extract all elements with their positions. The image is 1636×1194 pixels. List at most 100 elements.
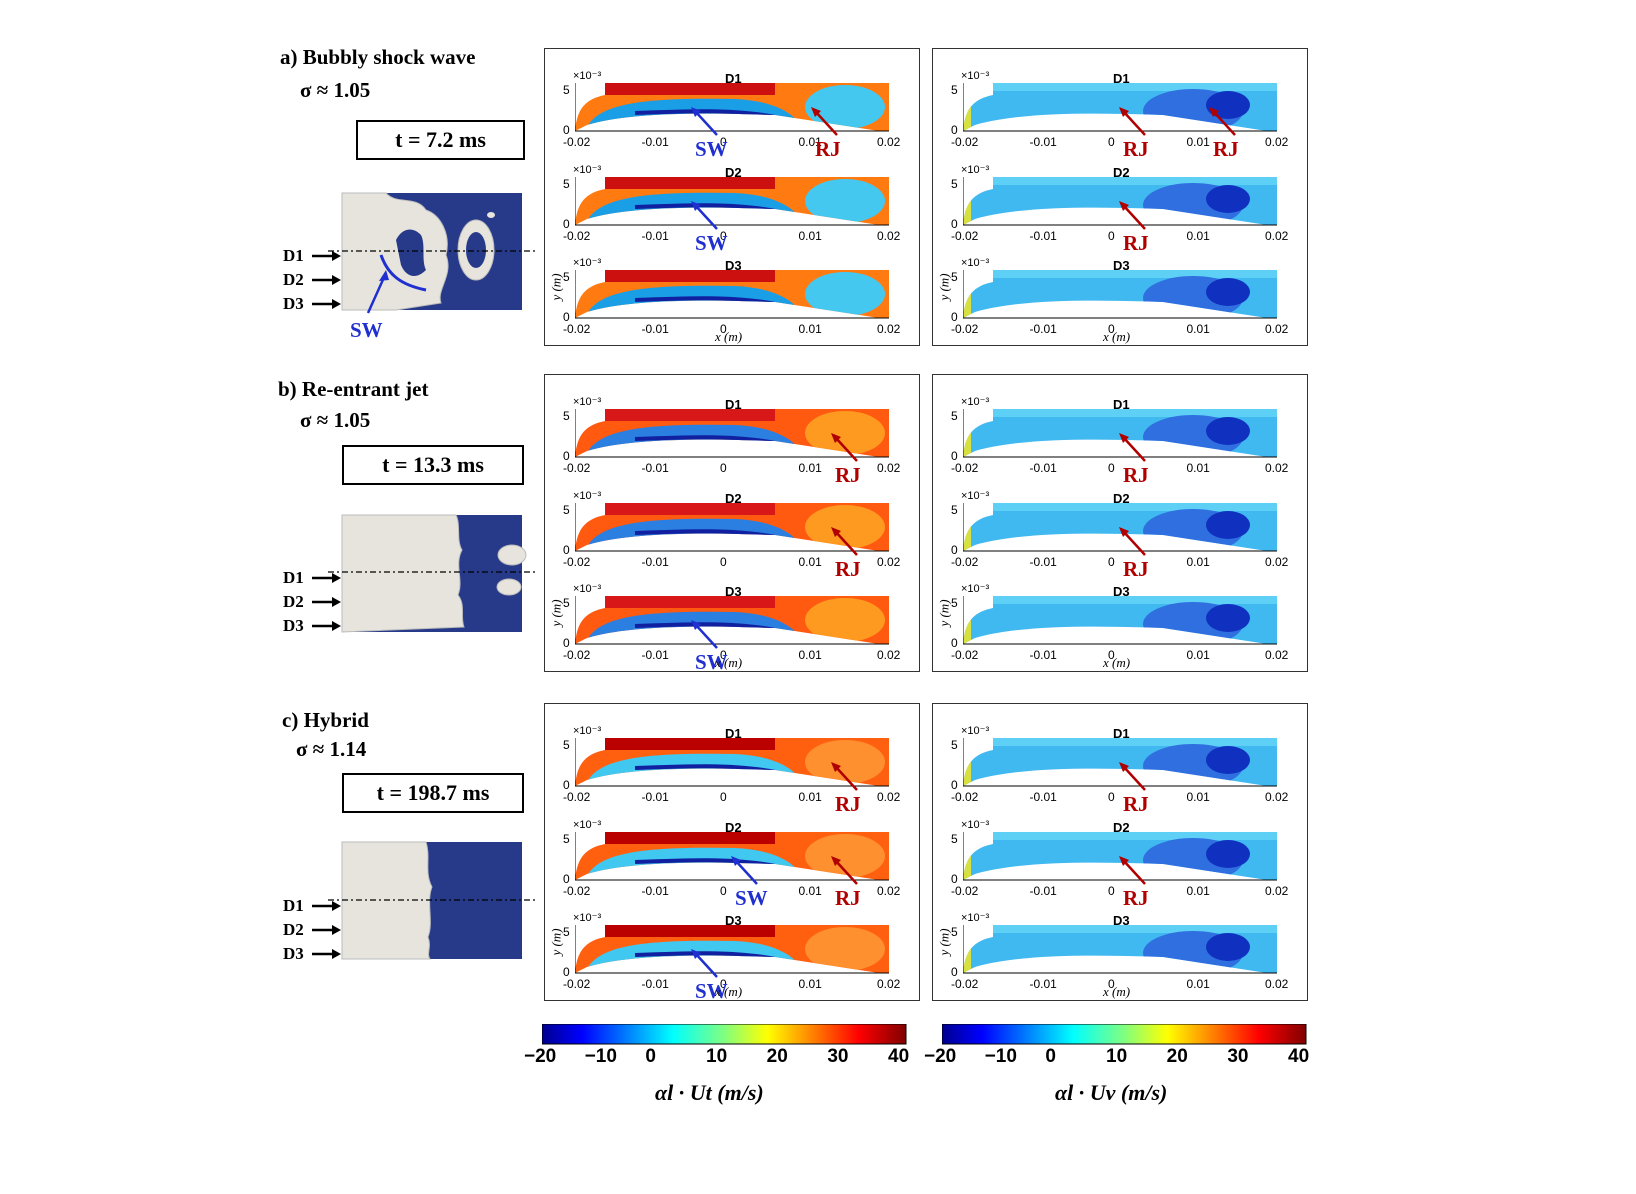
row-b-ut-d1-label: D1	[725, 397, 742, 412]
row-c-uv-d1-label: D1	[1113, 726, 1130, 741]
row-a-ut-d2-field	[575, 177, 889, 226]
x-tick: -0.01	[1029, 555, 1057, 569]
row-a-ut-d1-sw-arrow	[691, 107, 718, 136]
x-tick: -0.02	[951, 461, 979, 475]
x-tick: 0.01	[1186, 790, 1210, 804]
colorbar-uv-tick: 0	[1045, 1046, 1056, 1067]
x-tick: 0	[720, 648, 727, 662]
x-tick: 0.02	[877, 977, 901, 991]
row-c-ut-d3-sw-annotation: SW	[695, 979, 728, 1003]
colorbar-uv-label: αl · Uv (m/s)	[1055, 1080, 1168, 1105]
y-scale-label: ×10⁻³	[961, 257, 990, 269]
row-a-ut-d1-label: D1	[725, 71, 742, 86]
row-c-ut-d1-field	[575, 738, 889, 787]
x-tick: 0	[1108, 790, 1115, 804]
row-c-ut-d2-label: D2	[725, 820, 742, 835]
row-b-ut-d3-field	[575, 596, 889, 645]
x-tick: 0.01	[1186, 977, 1210, 991]
x-tick: 0	[1108, 884, 1115, 898]
x-tick: 0.01	[1186, 322, 1210, 336]
x-tick: 0	[720, 790, 727, 804]
y-tick: 0	[951, 965, 958, 979]
x-tick: 0.01	[798, 884, 822, 898]
x-tick: 0	[1108, 322, 1115, 336]
row-c-time: t = 198.7 ms	[342, 773, 524, 813]
row-b-ut-d1-rj-annotation: RJ	[835, 463, 861, 487]
y-tick: 5	[951, 83, 958, 97]
row-c-title: c) Hybrid	[282, 708, 369, 732]
row-b-station-arrows	[312, 573, 341, 631]
x-tick: -0.01	[1029, 977, 1057, 991]
y-tick: 0	[563, 217, 570, 231]
x-axis-label: x (m)	[1103, 984, 1131, 999]
x-tick: -0.01	[641, 322, 669, 336]
x-tick: -0.02	[563, 648, 591, 662]
y-tick: 5	[951, 409, 958, 423]
row-a-uv-d1-rj-arrow	[1209, 107, 1236, 136]
row-c-station-d1: D1	[283, 896, 304, 915]
row-c-ut-d2-sw-annotation: SW	[735, 886, 768, 910]
y-tick: 5	[951, 503, 958, 517]
y-tick: 5	[563, 177, 570, 191]
row-b-time: t = 13.3 ms	[342, 445, 524, 485]
y-axis-label: y (m)	[936, 599, 952, 627]
row-c-sigma: σ ≈ 1.14	[296, 737, 367, 761]
y-scale-label: ×10⁻³	[573, 70, 602, 82]
row-a-uv-d2-field	[963, 177, 1277, 226]
x-tick: 0.02	[1265, 322, 1289, 336]
x-tick: -0.01	[1029, 648, 1057, 662]
colorbar-ut-tick: 20	[766, 1046, 788, 1067]
x-tick: 0.02	[1265, 648, 1289, 662]
x-tick: -0.02	[951, 555, 979, 569]
x-tick: -0.02	[563, 790, 591, 804]
row-b-station-d1: D1	[283, 568, 304, 587]
row-b-ut-d1-field	[575, 409, 889, 458]
y-tick: 5	[563, 738, 570, 752]
x-tick: 0.02	[877, 229, 901, 243]
x-tick: -0.02	[563, 977, 591, 991]
row-b-ut-panel: D1 ×10⁻³ 5 0 -0.02 -0.01 0 0.01 0.02 RJ D2 ×10⁻³ 5 0-…	[544, 374, 920, 674]
y-scale-label: ×10⁻³	[573, 396, 602, 408]
row-b-uv-d3-label: D3	[1113, 584, 1130, 599]
x-tick: 0.02	[1265, 884, 1289, 898]
y-tick: 0	[563, 636, 570, 650]
row-a-render-sw-label: SW	[350, 318, 383, 342]
y-scale-label: ×10⁻³	[961, 164, 990, 176]
x-tick: 0	[720, 555, 727, 569]
y-scale-label: ×10⁻³	[961, 725, 990, 737]
y-scale-label: ×10⁻³	[573, 490, 602, 502]
x-tick: 0.01	[1186, 648, 1210, 662]
y-scale-label: ×10⁻³	[573, 819, 602, 831]
y-tick: 0	[563, 543, 570, 557]
colorbar-ut-tick: 10	[706, 1046, 728, 1067]
colorbar-uv-tick: 20	[1166, 1046, 1188, 1067]
row-b-ut-d3-sw-annotation: SW	[695, 650, 728, 674]
y-tick: 5	[951, 925, 958, 939]
row-c-uv-d3-field	[963, 925, 1277, 974]
row-c-ut-d3-field	[575, 925, 889, 974]
row-a-station-arrows	[312, 251, 341, 309]
colorbar-uv	[942, 1024, 1307, 1045]
row-b-uv-d3-field	[963, 596, 1277, 645]
colorbar-uv-tick: 10	[1106, 1046, 1128, 1067]
y-scale-label: ×10⁻³	[573, 912, 602, 924]
colorbar-ut-tick: 40	[888, 1046, 910, 1067]
row-a-sigma: σ ≈ 1.05	[300, 78, 371, 102]
row-b-uv-d1-label: D1	[1113, 397, 1130, 412]
x-tick: 0	[720, 977, 727, 991]
x-axis-label: x (m)	[715, 984, 743, 999]
row-b-station-d3: D3	[283, 616, 304, 635]
x-tick: -0.01	[641, 135, 669, 149]
row-a-uv-d3-label: D3	[1113, 258, 1130, 273]
y-tick: 5	[563, 270, 570, 284]
colorbar-ut-tick: −10	[584, 1046, 617, 1067]
colorbar-ut-tick: 0	[645, 1046, 656, 1067]
y-axis-label: y (m)	[936, 928, 952, 956]
y-scale-label: ×10⁻³	[961, 396, 990, 408]
y-tick: 5	[951, 832, 958, 846]
row-a-ut-d1-rj-annotation: RJ	[815, 137, 841, 161]
row-b-uv-d2-rj-arrow	[1119, 527, 1146, 556]
x-tick: -0.02	[951, 648, 979, 662]
x-tick: 0.01	[798, 977, 822, 991]
x-tick: 0.01	[798, 790, 822, 804]
